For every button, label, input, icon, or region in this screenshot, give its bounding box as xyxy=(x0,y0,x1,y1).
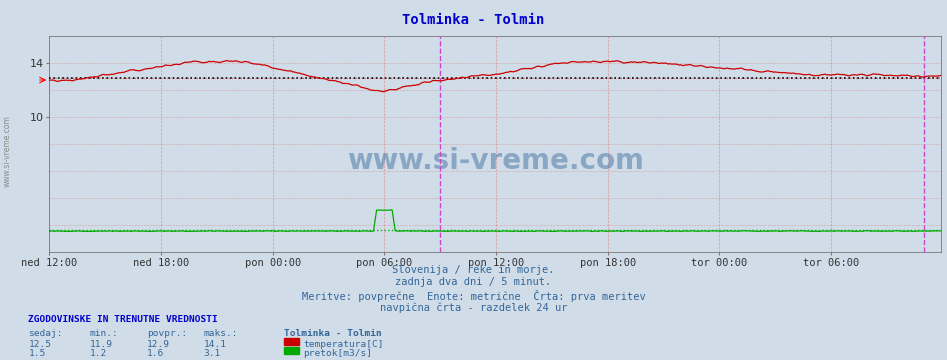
Text: 1.5: 1.5 xyxy=(28,349,45,358)
Text: 3.1: 3.1 xyxy=(204,349,221,358)
Text: 11.9: 11.9 xyxy=(90,340,113,349)
Text: www.si-vreme.com: www.si-vreme.com xyxy=(3,115,12,187)
Text: 12.9: 12.9 xyxy=(147,340,170,349)
Text: zadnja dva dni / 5 minut.: zadnja dva dni / 5 minut. xyxy=(396,277,551,287)
Text: pretok[m3/s]: pretok[m3/s] xyxy=(303,349,372,358)
Text: maks.:: maks.: xyxy=(204,329,238,338)
Text: temperatura[C]: temperatura[C] xyxy=(303,340,384,349)
Text: min.:: min.: xyxy=(90,329,118,338)
Text: Tolminka - Tolmin: Tolminka - Tolmin xyxy=(402,13,545,27)
Text: sedaj:: sedaj: xyxy=(28,329,63,338)
Text: navpična črta - razdelek 24 ur: navpična črta - razdelek 24 ur xyxy=(380,302,567,313)
Text: 1.2: 1.2 xyxy=(90,349,107,358)
Text: ZGODOVINSKE IN TRENUTNE VREDNOSTI: ZGODOVINSKE IN TRENUTNE VREDNOSTI xyxy=(28,315,218,324)
Text: povpr.:: povpr.: xyxy=(147,329,188,338)
Text: 1.6: 1.6 xyxy=(147,349,164,358)
Text: www.si-vreme.com: www.si-vreme.com xyxy=(347,147,644,175)
Text: Slovenija / reke in morje.: Slovenija / reke in morje. xyxy=(392,265,555,275)
Text: Tolminka - Tolmin: Tolminka - Tolmin xyxy=(284,329,382,338)
Text: 12.5: 12.5 xyxy=(28,340,51,349)
Text: 14.1: 14.1 xyxy=(204,340,226,349)
Text: Meritve: povprečne  Enote: metrične  Črta: prva meritev: Meritve: povprečne Enote: metrične Črta:… xyxy=(302,290,645,302)
